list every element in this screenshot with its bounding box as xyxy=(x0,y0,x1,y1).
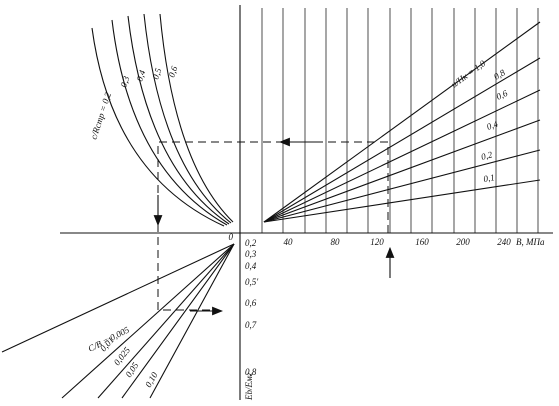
top-right-lines xyxy=(263,21,541,223)
y-tick-label: 0,5' xyxy=(245,277,259,287)
construction-lines xyxy=(153,137,395,316)
x-tick-label: 40 xyxy=(284,237,294,247)
curve-label: 0,4 xyxy=(134,68,147,82)
y-axis-label: Eb/Eмг xyxy=(244,372,254,401)
x-tick-label: 120 xyxy=(370,237,384,247)
x-axis-label: B, МПа xyxy=(516,237,545,247)
x-tick-label: 80 xyxy=(331,237,341,247)
curve-label: c/Rстр = 0,2 xyxy=(88,91,113,141)
curve-label: 0,6 xyxy=(166,64,179,78)
curve-label: 0,5 xyxy=(150,66,163,80)
origin-label: 0 xyxy=(229,232,234,242)
y-tick-label: 0,2 xyxy=(245,238,257,248)
grid xyxy=(261,8,539,233)
line-label: 0,10 xyxy=(143,370,160,389)
line-label: 0,6 xyxy=(495,88,510,102)
y-tick-label: 0,6 xyxy=(245,298,257,308)
line-label: 0,1 xyxy=(483,172,496,184)
y-tick-label: 0,7 xyxy=(245,320,257,330)
line-label: u/Hк = 1,0 xyxy=(449,58,487,90)
curve-label: 0,3 xyxy=(118,74,131,88)
y-tick-label: 0,4 xyxy=(245,261,257,271)
line-label: 0,4 xyxy=(485,118,499,131)
axes xyxy=(60,5,553,400)
y-tick-label: 0,3 xyxy=(245,249,257,259)
x-tick-label: 200 xyxy=(456,237,470,247)
bottom-left-lines xyxy=(1,243,235,399)
x-tick-label: 160 xyxy=(415,237,429,247)
x-tick-label: 240 xyxy=(497,237,511,247)
y-tick-label: 0,8 xyxy=(245,367,257,377)
top-left-curves xyxy=(91,13,234,227)
line-label: 0,2 xyxy=(480,149,494,162)
line-label: 0,8 xyxy=(492,67,507,82)
